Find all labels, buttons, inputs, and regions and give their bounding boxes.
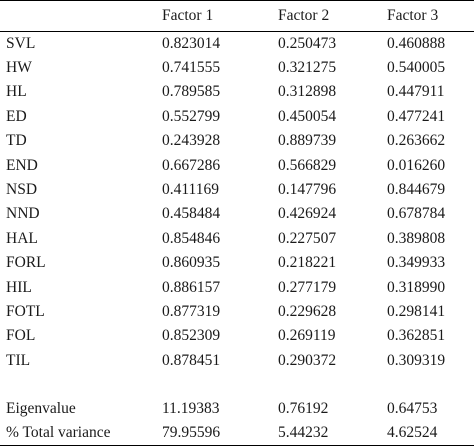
cell-factor-2: 0.312898 [278, 83, 337, 101]
cell-factor-2: 0.76192 [278, 400, 329, 418]
cell-factor-1: 0.860935 [162, 254, 221, 272]
cell-factor-2: 0.147796 [278, 181, 337, 199]
cell-factor-3: 0.349933 [387, 254, 446, 272]
cell-factor-3: 4.62524 [387, 424, 438, 442]
cell-factor-3: 0.447911 [387, 83, 445, 101]
header-factor-2: Factor 2 [278, 7, 330, 24]
cell-factor-1: 0.878451 [162, 351, 221, 369]
row-label: Eigenvalue [6, 400, 76, 418]
cell-factor-1: 0.552799 [162, 107, 221, 125]
table-row: SVL 0.823014 0.250473 0.460888 [0, 32, 474, 56]
cell-factor-3: 0.844679 [387, 181, 446, 199]
row-label: FORL [6, 254, 46, 272]
cell-factor-1: 0.852309 [162, 327, 221, 345]
cell-factor-1: 0.458484 [162, 205, 221, 223]
cell-factor-3: 0.309319 [387, 351, 446, 369]
header-factor-1: Factor 1 [162, 7, 214, 24]
spacer-cell [0, 373, 474, 397]
table-row: HAL 0.854846 0.227507 0.389808 [0, 227, 474, 251]
cell-factor-2: 0.227507 [278, 229, 337, 247]
cell-factor-3: 0.477241 [387, 107, 446, 125]
table-row: TD 0.243928 0.889739 0.263662 [0, 129, 474, 153]
cell-factor-2: 0.321275 [278, 59, 337, 77]
header-factor-3: Factor 3 [387, 7, 439, 24]
row-spacer [0, 373, 474, 397]
table-row: TIL 0.878451 0.290372 0.309319 [0, 349, 474, 373]
row-label: HIL [6, 278, 32, 296]
summary-body: Eigenvalue 11.19383 0.76192 0.64753 % To… [0, 397, 474, 446]
table-row: FOL 0.852309 0.269119 0.362851 [0, 324, 474, 348]
row-label: % Total variance [6, 424, 111, 442]
cell-factor-1: 79.95596 [162, 424, 221, 442]
cell-factor-1: 0.667286 [162, 156, 221, 174]
cell-factor-3: 0.540005 [387, 59, 446, 77]
cell-factor-2: 0.277179 [278, 278, 337, 296]
table-row: HL 0.789585 0.312898 0.447911 [0, 80, 474, 104]
row-label: NND [6, 205, 40, 223]
table-row: NSD 0.411169 0.147796 0.844679 [0, 178, 474, 202]
cell-factor-3: 0.016260 [387, 156, 446, 174]
table-row: FORL 0.860935 0.218221 0.349933 [0, 251, 474, 275]
table-header: Factor 1 Factor 2 Factor 3 [0, 0, 474, 32]
row-label: SVL [6, 34, 36, 52]
cell-factor-3: 0.460888 [387, 34, 446, 52]
cell-factor-1: 0.789585 [162, 83, 221, 101]
row-label: TIL [6, 351, 31, 369]
summary-row-eigenvalue: Eigenvalue 11.19383 0.76192 0.64753 [0, 397, 474, 421]
table-row: HIL 0.886157 0.277179 0.318990 [0, 275, 474, 299]
cell-factor-1: 0.886157 [162, 278, 221, 296]
table-row: HW 0.741555 0.321275 0.540005 [0, 56, 474, 80]
row-label: END [6, 156, 38, 174]
row-label: ED [6, 107, 27, 125]
cell-factor-1: 0.823014 [162, 34, 221, 52]
table-row: FOTL 0.877319 0.229628 0.298141 [0, 300, 474, 324]
header-row: Factor 1 Factor 2 Factor 3 [0, 0, 474, 32]
table-row: ED 0.552799 0.450054 0.477241 [0, 105, 474, 129]
cell-factor-3: 0.389808 [387, 229, 446, 247]
table-row: END 0.667286 0.566829 0.016260 [0, 153, 474, 177]
cell-factor-2: 0.566829 [278, 156, 337, 174]
loadings-body: SVL 0.823014 0.250473 0.460888 HW 0.7415… [0, 32, 474, 398]
cell-factor-2: 0.229628 [278, 302, 337, 320]
row-label: HL [6, 83, 27, 101]
cell-factor-1: 0.741555 [162, 59, 221, 77]
row-label: FOL [6, 327, 36, 345]
cell-factor-2: 0.290372 [278, 351, 337, 369]
cell-factor-1: 0.854846 [162, 229, 221, 247]
row-label: HAL [6, 229, 38, 247]
cell-factor-2: 0.426924 [278, 205, 337, 223]
cell-factor-2: 0.218221 [278, 254, 337, 272]
cell-factor-1: 11.19383 [162, 400, 220, 418]
cell-factor-2: 5.44232 [278, 424, 329, 442]
cell-factor-2: 0.250473 [278, 34, 337, 52]
cell-factor-3: 0.318990 [387, 278, 446, 296]
cell-factor-2: 0.889739 [278, 132, 337, 150]
row-label: TD [6, 132, 27, 150]
cell-factor-2: 0.269119 [278, 327, 336, 345]
header-corner [0, 1, 158, 32]
cell-factor-1: 0.243928 [162, 132, 221, 150]
cell-factor-3: 0.362851 [387, 327, 446, 345]
row-label: NSD [6, 181, 38, 199]
cell-factor-3: 0.298141 [387, 302, 446, 320]
cell-factor-3: 0.678784 [387, 205, 446, 223]
cell-factor-3: 0.263662 [387, 132, 446, 150]
summary-row-total-variance: % Total variance 79.95596 5.44232 4.6252… [0, 421, 474, 446]
cell-factor-1: 0.411169 [162, 181, 219, 199]
table-row: NND 0.458484 0.426924 0.678784 [0, 202, 474, 226]
cell-factor-2: 0.450054 [278, 107, 337, 125]
row-label: FOTL [6, 302, 45, 320]
cell-factor-3: 0.64753 [387, 400, 438, 418]
row-label: HW [6, 59, 32, 77]
cell-factor-1: 0.877319 [162, 302, 221, 320]
